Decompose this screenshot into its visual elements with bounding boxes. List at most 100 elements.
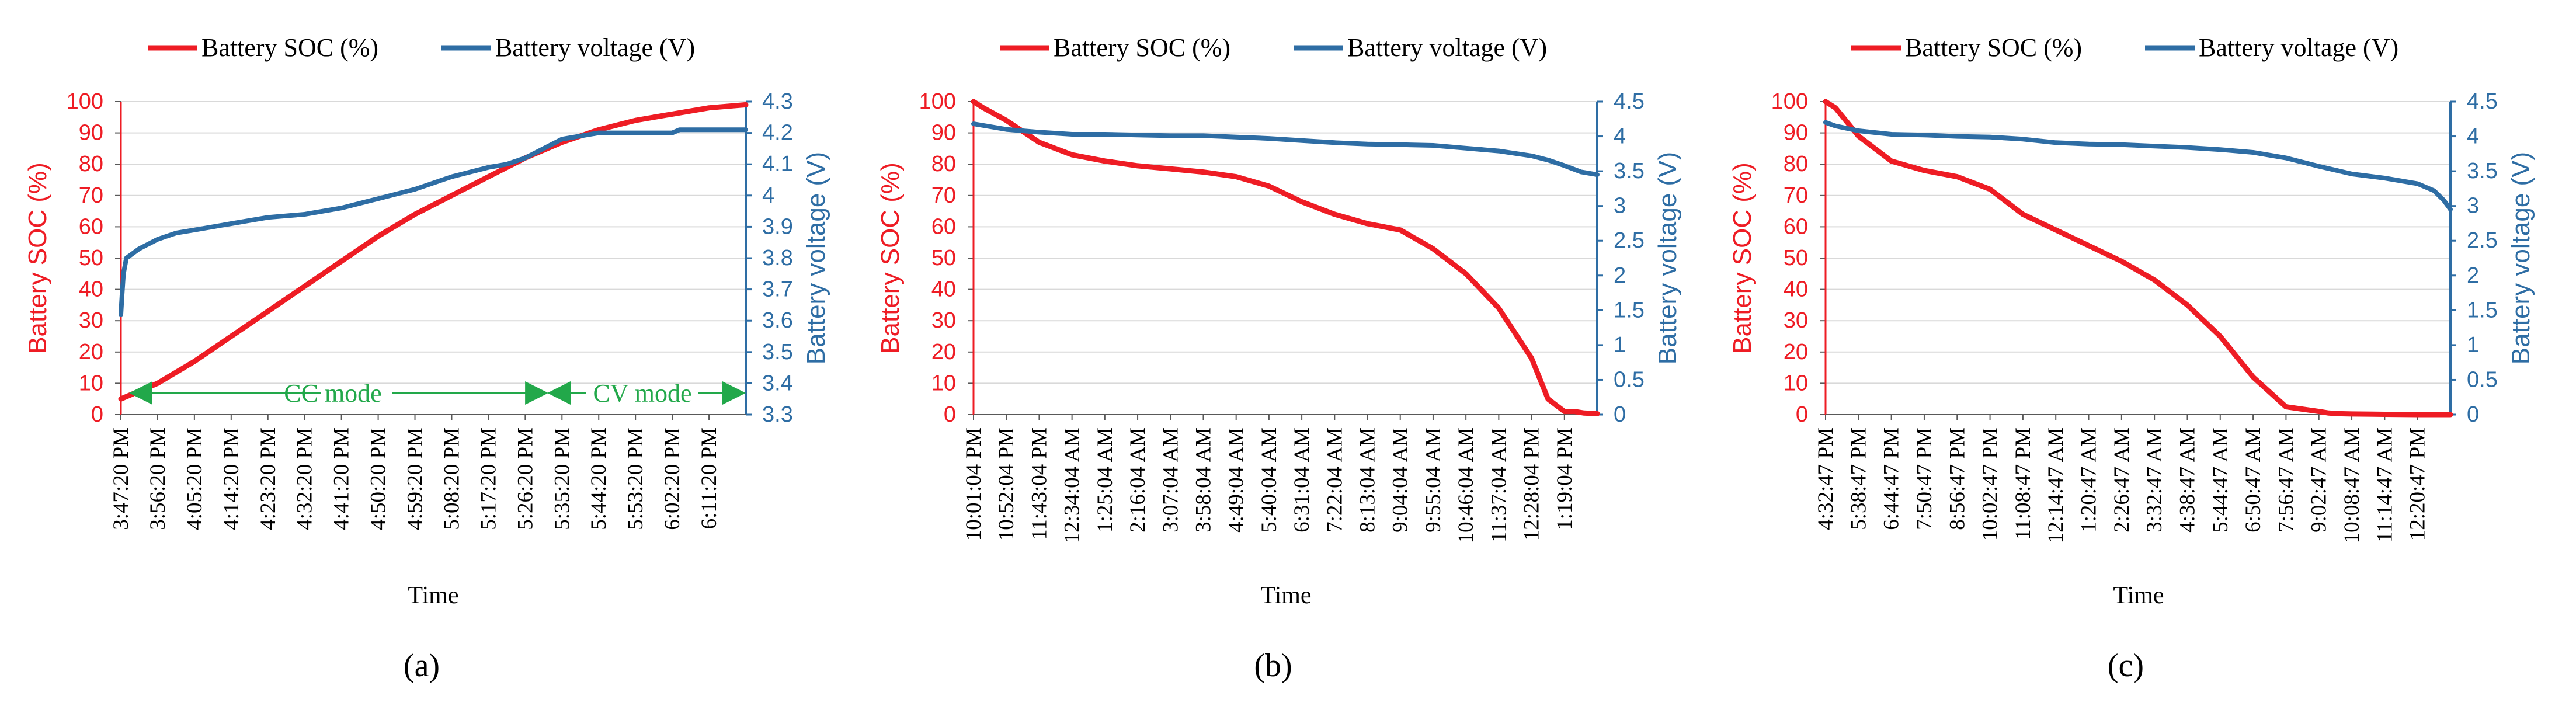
- x-tick-label: 10:46:04 AM: [1454, 427, 1478, 543]
- left-tick-label: 90: [1784, 121, 1808, 145]
- right-tick-label: 1.5: [2467, 298, 2498, 322]
- right-tick-label: 3: [1614, 194, 1626, 218]
- right-tick-label: 4.1: [762, 152, 793, 176]
- x-tick-label: 8:13:04 AM: [1356, 427, 1380, 533]
- legend: Battery SOC (%) Battery voltage (V): [1851, 33, 2398, 62]
- left-tick-label: 0: [91, 402, 103, 427]
- x-tick-label: 7:50:47 PM: [1913, 427, 1937, 530]
- x-tick-label: 1:20:47 AM: [2077, 427, 2101, 533]
- right-tick-label: 3: [2467, 194, 2479, 218]
- legend-label-soc: Battery SOC (%): [1054, 33, 1230, 62]
- x-tick-label: 3:56:20 PM: [146, 427, 170, 530]
- soc-series-line: [118, 102, 749, 402]
- right-tick-label: 3.9: [762, 214, 793, 239]
- left-tick-label: 30: [79, 308, 103, 333]
- left-tick-label: 100: [919, 89, 956, 114]
- right-tick-label: 1: [1614, 333, 1626, 357]
- left-axis-title: Battery SOC (%): [876, 162, 905, 354]
- left-axis-title: Battery SOC (%): [1728, 162, 1757, 354]
- left-tick-label: 20: [79, 340, 103, 364]
- x-tick-label: 4:50:20 PM: [367, 427, 391, 530]
- x-tick-label: 4:14:20 PM: [220, 427, 244, 530]
- x-tick-label: 11:43:04 PM: [1027, 427, 1051, 540]
- x-tick-label: 5:26:20 PM: [513, 427, 537, 530]
- legend: Battery SOC (%) Battery voltage (V): [1000, 33, 1547, 62]
- x-tick-label: 3:07:04 AM: [1159, 427, 1183, 533]
- left-tick-label: 80: [931, 152, 956, 176]
- legend-label-voltage: Battery voltage (V): [1347, 33, 1547, 62]
- left-tick-label: 90: [79, 121, 103, 145]
- x-tick-label: 9:55:04 AM: [1421, 427, 1445, 533]
- left-tick-label: 60: [1784, 214, 1808, 239]
- right-tick-label: 4.3: [762, 89, 793, 114]
- right-tick-label: 0: [2467, 402, 2479, 427]
- left-tick-label: 70: [1784, 183, 1808, 208]
- x-tick-label: 12:34:04 AM: [1061, 427, 1084, 543]
- left-axis-title: Battery SOC (%): [23, 162, 52, 354]
- x-tick-label: 5:38:47 PM: [1847, 427, 1871, 530]
- chart-caption: (c): [2108, 648, 2144, 684]
- x-tick-label: 8:56:47 PM: [1945, 427, 1969, 530]
- right-tick-label: 3.3: [762, 402, 793, 427]
- x-tick-label: 7:22:04 AM: [1323, 427, 1347, 533]
- right-tick-label: 1: [2467, 333, 2479, 357]
- x-tick-label: 10:01:04 PM: [962, 427, 986, 541]
- left-tick-label: 50: [79, 246, 103, 270]
- legend-label-soc: Battery SOC (%): [201, 33, 378, 62]
- left-tick-label: 100: [67, 89, 103, 114]
- x-tick-label: 4:05:20 PM: [183, 427, 207, 530]
- left-tick-label: 40: [1784, 277, 1808, 302]
- right-tick-label: 3.5: [2467, 159, 2498, 183]
- x-tick-label: 11:37:04 AM: [1487, 427, 1511, 542]
- x-tick-label: 2:16:04 AM: [1126, 427, 1150, 533]
- x-tick-label: 12:20:47 PM: [2406, 427, 2430, 541]
- legend-label-voltage: Battery voltage (V): [495, 33, 695, 62]
- right-tick-label: 4.5: [1614, 89, 1645, 114]
- x-tick-label: 2:26:47 AM: [2110, 427, 2134, 533]
- right-tick-label: 4.5: [2467, 89, 2498, 114]
- left-tick-label: 40: [79, 277, 103, 302]
- x-tick-label: 3:58:04 AM: [1191, 427, 1215, 533]
- right-tick-label: 3.4: [762, 371, 793, 395]
- chart-3: 0 10 20 30 40 50 60 70 80 90 100 0 0.5 1 1.5 2 2.5 3 3.5 4 4…: [1728, 33, 2535, 684]
- left-tick-label: 60: [931, 214, 956, 239]
- right-tick-label: 4.2: [762, 121, 793, 145]
- x-tick-label: 1:25:04 AM: [1093, 427, 1117, 533]
- voltage-series-line: [119, 127, 748, 317]
- x-tick-label: 3:47:20 PM: [109, 427, 133, 530]
- x-tick-label: 12:14:47 AM: [2044, 427, 2068, 543]
- left-tick-label: 60: [79, 214, 103, 239]
- right-tick-label: 4: [762, 183, 774, 208]
- right-axis-title: Battery voltage (V): [802, 152, 830, 364]
- soc-series-line: [1823, 99, 2453, 418]
- cc-mode-label: CC mode: [284, 379, 381, 408]
- x-tick-label: 5:44:20 PM: [587, 427, 611, 530]
- x-tick-label: 4:41:20 PM: [330, 427, 354, 530]
- left-tick-label: 90: [931, 121, 956, 145]
- left-tick-label: 70: [79, 183, 103, 208]
- chart-2: 0 10 20 30 40 50 60 70 80 90 100 0 0.5 1 1.5 2 2.5 3 3.5 4 4…: [876, 33, 1682, 684]
- right-axis-title: Battery voltage (V): [1653, 152, 1682, 364]
- legend-label-soc: Battery SOC (%): [1905, 33, 2082, 62]
- x-tick-label: 6:11:20 PM: [697, 427, 721, 529]
- x-tick-label: 6:02:20 PM: [660, 427, 684, 530]
- right-tick-label: 3.5: [762, 340, 793, 364]
- chart-caption: (a): [404, 648, 440, 684]
- x-tick-label: 1:19:04 PM: [1553, 427, 1577, 530]
- right-tick-label: 4: [2467, 124, 2479, 149]
- x-tick-label: 7:56:47 AM: [2274, 427, 2298, 533]
- left-tick-label: 50: [1784, 246, 1808, 270]
- x-tick-label: 10:08:47 AM: [2340, 427, 2364, 543]
- x-axis-title: Time: [2113, 582, 2164, 609]
- right-tick-label: 2: [2467, 263, 2479, 288]
- x-tick-label: 5:08:20 PM: [440, 427, 464, 530]
- left-tick-label: 100: [1771, 89, 1808, 114]
- right-tick-label: 3.5: [1614, 159, 1645, 183]
- right-tick-label: 2.5: [1614, 228, 1645, 253]
- x-axis-title: Time: [1260, 582, 1311, 609]
- x-tick-label: 5:35:20 PM: [550, 427, 574, 530]
- cv-mode-label: CV mode: [593, 379, 691, 408]
- voltage-series-line: [1823, 120, 2453, 212]
- x-tick-label: 12:28:04 PM: [1520, 427, 1544, 541]
